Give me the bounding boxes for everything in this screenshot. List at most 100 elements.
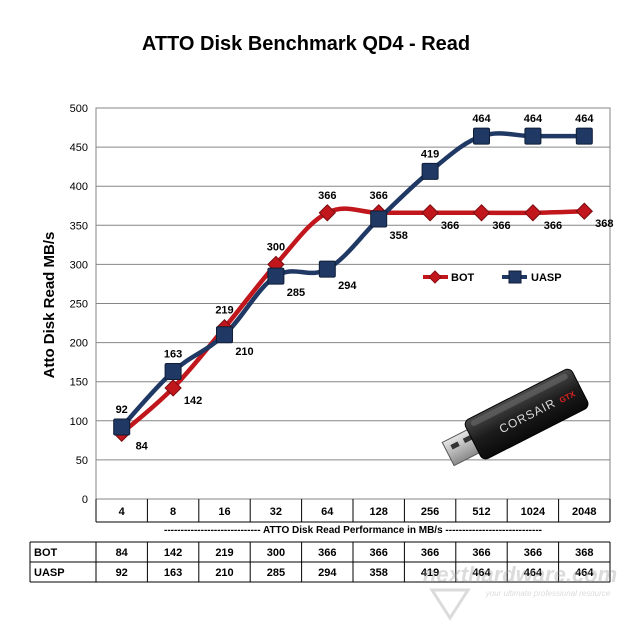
- x-tick-label: 512: [472, 506, 490, 518]
- legend-item-bot: BOT: [423, 270, 475, 284]
- watermark: nexthardware.com your ultimate professio…: [423, 562, 617, 621]
- point-uasp: [370, 210, 388, 228]
- legend-label-bot: BOT: [451, 272, 475, 284]
- y-tick-label: 200: [70, 338, 88, 350]
- table-cell: 142: [164, 547, 182, 559]
- data-label-bot: 368: [595, 218, 613, 230]
- point-bot: [524, 204, 542, 222]
- y-tick-labels: 0 50 100 150 200 250 300 350 400 450 500: [70, 103, 88, 506]
- series-line-bot: [119, 206, 587, 436]
- x-tick-label: 128: [370, 506, 388, 518]
- usb-flash-drive-image: CORSAIR GTX: [441, 368, 589, 467]
- table-cell: 464: [524, 567, 543, 579]
- point-bot: [575, 202, 594, 220]
- watermark-text: nexthardware.com: [423, 562, 617, 587]
- data-label-bot: 142: [184, 395, 202, 407]
- table-cell: 464: [472, 567, 491, 579]
- table-cell: 366: [524, 547, 542, 559]
- y-tick-label: 400: [70, 181, 88, 193]
- series-markers: [112, 127, 594, 443]
- series-line-uasp: [119, 131, 587, 430]
- x-tick-label: 16: [218, 506, 230, 518]
- table-cell: 368: [575, 547, 593, 559]
- legend-label-uasp: UASP: [531, 272, 562, 284]
- x-tick-label: 1024: [521, 506, 546, 518]
- y-tick-label: 500: [70, 103, 88, 115]
- watermark-tagline: your ultimate professional resource: [485, 589, 611, 598]
- data-label-bot: 219: [215, 305, 233, 317]
- legend: BOT UASP: [423, 270, 562, 284]
- data-label-bot: 366: [441, 220, 459, 232]
- y-tick-label: 0: [82, 494, 88, 506]
- data-label-uasp: 464: [575, 113, 594, 125]
- x-tick-label: 4: [119, 506, 126, 518]
- point-bot: [318, 204, 337, 222]
- table-cell: 163: [164, 567, 182, 579]
- x-axis-label: ----------------------------- ATTO Disk …: [164, 525, 542, 536]
- x-tick-label: 8: [170, 506, 176, 518]
- table-cell: 92: [116, 567, 128, 579]
- y-tick-label: 300: [70, 259, 88, 271]
- point-uasp: [473, 127, 490, 145]
- point-bot: [472, 204, 491, 222]
- point-uasp: [318, 260, 336, 278]
- point-uasp: [524, 127, 542, 145]
- y-tick-label: 150: [70, 377, 88, 389]
- data-label-uasp: 294: [338, 280, 357, 292]
- x-tick-label: 32: [270, 506, 282, 518]
- y-tick-label: 350: [70, 220, 88, 232]
- data-label-bot: 366: [544, 220, 562, 232]
- table-cell: 210: [215, 567, 233, 579]
- data-label-bot: 366: [492, 220, 510, 232]
- table-cell: 219: [215, 547, 233, 559]
- point-uasp: [421, 162, 439, 180]
- y-tick-label: 50: [76, 455, 88, 467]
- table-cell: 366: [318, 547, 336, 559]
- point-uasp: [267, 267, 285, 285]
- gridlines: [96, 146, 610, 461]
- table-row-label: BOT: [34, 547, 58, 559]
- data-label-uasp: 464: [524, 113, 543, 125]
- data-label-uasp: 358: [390, 230, 408, 242]
- x-tick-label: 64: [321, 506, 334, 518]
- watermark-logo-icon: [429, 588, 471, 621]
- table-cell: 285: [267, 567, 285, 579]
- point-uasp: [575, 127, 593, 145]
- table-cell: 358: [370, 567, 388, 579]
- data-table: 4 8 16 32 64 128 256 512 1024 2048 BOT 84 142 219 300 3…: [29, 499, 611, 583]
- data-label-uasp: 419: [421, 148, 439, 160]
- chart-title: ATTO Disk Benchmark QD4 - Read: [142, 33, 470, 55]
- data-label-bot: 366: [370, 190, 388, 202]
- y-tick-label: 450: [70, 142, 88, 154]
- table-cell: 366: [421, 547, 439, 559]
- data-labels: 92 84 163 142 210 219 285 300 294 366 358 366 419 366…: [116, 113, 614, 452]
- table-cell: 300: [267, 547, 285, 559]
- table-row-label: UASP: [34, 567, 65, 579]
- table-cell: 366: [472, 547, 490, 559]
- data-label-uasp: 210: [235, 346, 253, 358]
- x-tick-label: 2048: [572, 506, 596, 518]
- data-label-bot: 366: [318, 190, 336, 202]
- data-label-bot: 300: [267, 241, 285, 253]
- y-tick-label: 100: [70, 416, 88, 428]
- point-bot: [421, 204, 439, 222]
- point-bot: [164, 379, 182, 397]
- data-label-uasp: 92: [116, 404, 128, 416]
- x-tick-label: 256: [421, 506, 439, 518]
- point-uasp: [164, 363, 182, 381]
- point-uasp: [216, 326, 233, 344]
- table-cell: 419: [421, 567, 439, 579]
- data-label-uasp: 163: [164, 349, 182, 361]
- square-marker-icon: [508, 270, 522, 284]
- series-lines: [119, 131, 587, 436]
- data-label-uasp: 464: [472, 113, 491, 125]
- table-cell: 464: [575, 567, 594, 579]
- data-label-bot: 84: [136, 440, 149, 452]
- table-cell: 294: [318, 567, 337, 579]
- y-tick-label: 250: [70, 299, 88, 311]
- data-label-uasp: 285: [287, 287, 305, 299]
- y-axis-label: Atto Disk Read MB/s: [41, 232, 58, 379]
- table-cell: 84: [116, 547, 129, 559]
